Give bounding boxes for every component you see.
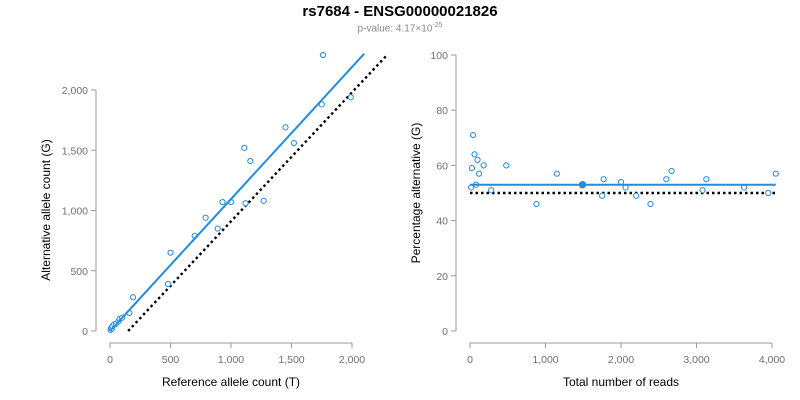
left-reference-line (127, 55, 387, 332)
left-x-axis-label: Reference allele count (T) (162, 375, 300, 389)
right-x-tick-label: 3,000 (683, 354, 709, 366)
left-data-point (129, 294, 137, 301)
right-highlight-point (578, 181, 587, 189)
right-data-point (600, 176, 607, 183)
right-data-point (533, 200, 540, 208)
chart-title: rs7684 - ENSG00000021826 (302, 3, 498, 20)
right-data-point (663, 176, 670, 183)
left-data-point (282, 124, 289, 131)
right-data-point (772, 170, 779, 177)
right-data-point (668, 167, 675, 175)
right-x-tick-label: 1,000 (532, 354, 558, 366)
left-data-point (319, 51, 327, 59)
right-data-point (703, 176, 710, 183)
right-y-tick-label: 80 (436, 105, 448, 117)
right-y-tick-label: 20 (436, 271, 448, 283)
right-y-tick-label: 60 (436, 160, 448, 172)
right-x-tick-label: 0 (467, 354, 473, 366)
right-data-point (475, 170, 483, 177)
left-data-point (164, 280, 172, 288)
right-x-axis-label: Total number of reads (563, 375, 679, 389)
right-data-point (469, 131, 477, 139)
right-data-point (765, 189, 772, 197)
right-data-point (488, 187, 495, 194)
right-data-point (699, 187, 706, 194)
right-data-point (503, 162, 510, 169)
left-x-tick-label: 0 (107, 354, 113, 366)
right-data-point (480, 162, 487, 169)
left-data-point (167, 249, 174, 256)
left-y-tick-label: 0 (82, 326, 88, 338)
chart-subtitle: p-value: 4.17×10-25 (0, 22, 800, 34)
right-data-point (647, 200, 654, 208)
left-y-tick-label: 1,000 (62, 206, 88, 218)
left-data-point (347, 94, 354, 101)
left-fit-line (109, 53, 365, 332)
left-y-tick-label: 500 (70, 266, 88, 278)
right-data-point (553, 170, 560, 177)
right-x-tick-label: 2,000 (608, 354, 634, 366)
right-y-tick-label: 100 (430, 50, 448, 62)
right-y-axis-label: Percentage alternative (G) (409, 123, 423, 264)
left-x-tick-label: 500 (162, 354, 180, 366)
right-data-point (471, 151, 478, 158)
left-data-point (214, 225, 221, 232)
left-x-tick-label: 2,000 (339, 354, 365, 366)
right-data-point (599, 192, 606, 199)
left-data-point (241, 144, 248, 151)
left-data-point (260, 197, 267, 204)
left-data-point (219, 198, 226, 206)
right-data-point (633, 192, 640, 199)
left-y-tick-label: 2,000 (62, 85, 88, 97)
left-data-point (318, 101, 325, 108)
right-y-tick-label: 0 (442, 326, 448, 338)
left-x-tick-label: 1,500 (278, 354, 304, 366)
right-data-point (468, 165, 475, 172)
right-y-tick-label: 40 (436, 216, 448, 228)
left-data-point (202, 214, 209, 221)
p-value-exponent: -25 (432, 22, 443, 29)
left-data-point (242, 200, 249, 207)
right-x-tick-label: 4,000 (759, 354, 785, 366)
p-value-text: p-value: 4.17×10 (357, 23, 433, 35)
left-y-tick-label: 1,500 (62, 145, 88, 157)
left-data-point (247, 157, 254, 165)
left-x-tick-label: 1,000 (218, 354, 244, 366)
right-data-point (474, 156, 481, 163)
left-data-point (290, 139, 298, 147)
left-y-axis-label: Alternative allele count (G) (39, 139, 53, 280)
